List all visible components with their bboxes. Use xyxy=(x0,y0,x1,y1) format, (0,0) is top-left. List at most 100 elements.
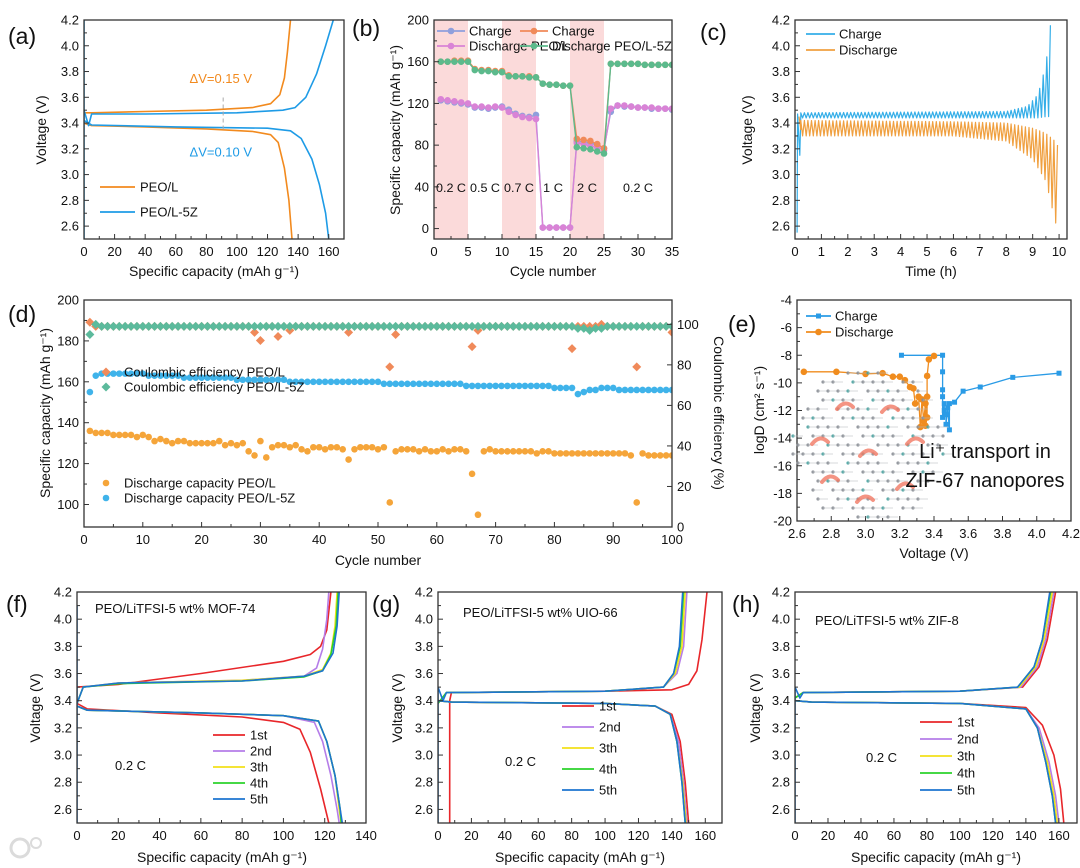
data-point xyxy=(607,60,615,68)
data-point xyxy=(344,327,354,337)
y-right-tick-label: 40 xyxy=(677,438,691,453)
y-tick-label: 3.6 xyxy=(61,90,79,105)
y-tick-label: 3.0 xyxy=(772,748,790,763)
data-point xyxy=(398,380,405,388)
data-point xyxy=(480,382,488,390)
x-tick-label: 20 xyxy=(464,828,478,843)
x-tick-label: 8 xyxy=(1003,244,1010,259)
y-tick-label: 2.8 xyxy=(772,193,790,208)
data-point xyxy=(925,356,933,363)
data-point xyxy=(444,58,451,66)
data-point xyxy=(539,382,546,390)
data-point xyxy=(304,378,311,386)
data-point xyxy=(485,104,492,111)
data-point xyxy=(632,321,642,331)
data-point xyxy=(163,437,170,445)
data-point xyxy=(168,439,176,447)
x-tick-label: 0 xyxy=(430,244,437,259)
data-point xyxy=(398,445,405,453)
data-point xyxy=(592,450,599,457)
x-tick-label: 4 xyxy=(897,244,904,259)
data-point xyxy=(545,448,552,455)
data-point xyxy=(245,376,252,384)
y-tick-label: 3.6 xyxy=(415,666,433,681)
x-axis-label: Specific capacity (mAh g⁻¹) xyxy=(851,849,1021,865)
data-point xyxy=(468,382,476,390)
data-point xyxy=(86,388,94,396)
data-point xyxy=(509,382,517,390)
data-point xyxy=(462,448,470,455)
data-point xyxy=(627,60,635,68)
y-axis-label: Voltage (V) xyxy=(27,673,43,742)
data-point xyxy=(568,450,576,457)
data-point xyxy=(391,329,401,339)
legend-label: 4th xyxy=(250,776,268,791)
li-ion-path-arrow xyxy=(858,448,878,458)
legend-label: 3th xyxy=(957,749,975,764)
y-tick-label: 2.8 xyxy=(415,775,433,790)
y-tick-label: 2.6 xyxy=(772,219,790,234)
y-tick-label: 3.4 xyxy=(772,116,790,131)
y-tick-label: 160 xyxy=(57,374,79,389)
data-point xyxy=(556,384,564,392)
data-point xyxy=(485,67,492,75)
data-point xyxy=(332,321,342,331)
data-point xyxy=(151,372,158,379)
data-point xyxy=(519,113,526,121)
x-tick-label: 70 xyxy=(488,532,502,547)
data-point xyxy=(498,68,506,76)
data-point xyxy=(648,104,655,111)
x-tick-label: 20 xyxy=(107,244,121,259)
data-point xyxy=(251,452,258,459)
data-point xyxy=(520,321,530,331)
data-point xyxy=(911,400,919,407)
data-point xyxy=(898,352,904,358)
legend-label: 5th xyxy=(599,783,617,798)
x-tick-label: 0 xyxy=(73,828,80,843)
data-point xyxy=(449,321,459,331)
data-point xyxy=(461,321,471,331)
plot-area xyxy=(437,57,672,231)
data-point xyxy=(214,321,224,331)
data-point xyxy=(345,456,352,463)
data-point xyxy=(255,321,265,331)
legend-label: Charge xyxy=(839,27,882,42)
y-right-axis-label: Coulombic efficiency (%) xyxy=(711,336,727,490)
x-tick-label: 10 xyxy=(1052,244,1066,259)
data-point xyxy=(245,448,252,455)
data-point xyxy=(1010,374,1016,380)
data-point xyxy=(415,448,423,455)
data-point xyxy=(546,81,553,88)
data-point xyxy=(186,439,194,447)
y-tick-label: 3.8 xyxy=(772,64,790,79)
li-ion-path-arrow xyxy=(855,494,875,504)
data-point xyxy=(549,321,559,331)
data-point xyxy=(121,431,129,439)
data-point xyxy=(292,441,299,449)
data-point xyxy=(946,401,952,407)
data-point xyxy=(574,450,582,457)
data-point xyxy=(433,448,441,455)
y-tick-label: 3.8 xyxy=(415,639,433,654)
data-point xyxy=(620,321,630,331)
legend-marker xyxy=(815,328,822,336)
data-point xyxy=(392,448,399,455)
data-point xyxy=(291,321,301,331)
data-point xyxy=(614,102,621,109)
data-point xyxy=(627,452,635,459)
x-tick-label: 3 xyxy=(871,244,878,259)
x-tick-label: 100 xyxy=(661,532,683,547)
data-point xyxy=(615,450,623,457)
data-point xyxy=(174,372,182,379)
series-curve-5th xyxy=(795,699,1057,823)
y-tick-label: 4.0 xyxy=(772,612,790,627)
data-point xyxy=(139,370,147,377)
panel-subtitle: PEO/LiTFSI-5 wt% MOF-74 xyxy=(95,601,255,616)
data-point xyxy=(374,378,382,386)
data-point xyxy=(464,58,472,66)
data-point xyxy=(145,372,152,379)
x-tick-label: 120 xyxy=(257,244,279,259)
data-point xyxy=(910,385,917,392)
data-point xyxy=(498,382,505,390)
legend-marker xyxy=(102,494,110,502)
